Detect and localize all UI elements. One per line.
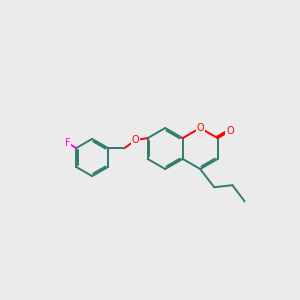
Text: O: O bbox=[226, 126, 234, 136]
Text: O: O bbox=[196, 123, 204, 133]
Text: F: F bbox=[65, 138, 70, 148]
Text: O: O bbox=[132, 135, 139, 145]
